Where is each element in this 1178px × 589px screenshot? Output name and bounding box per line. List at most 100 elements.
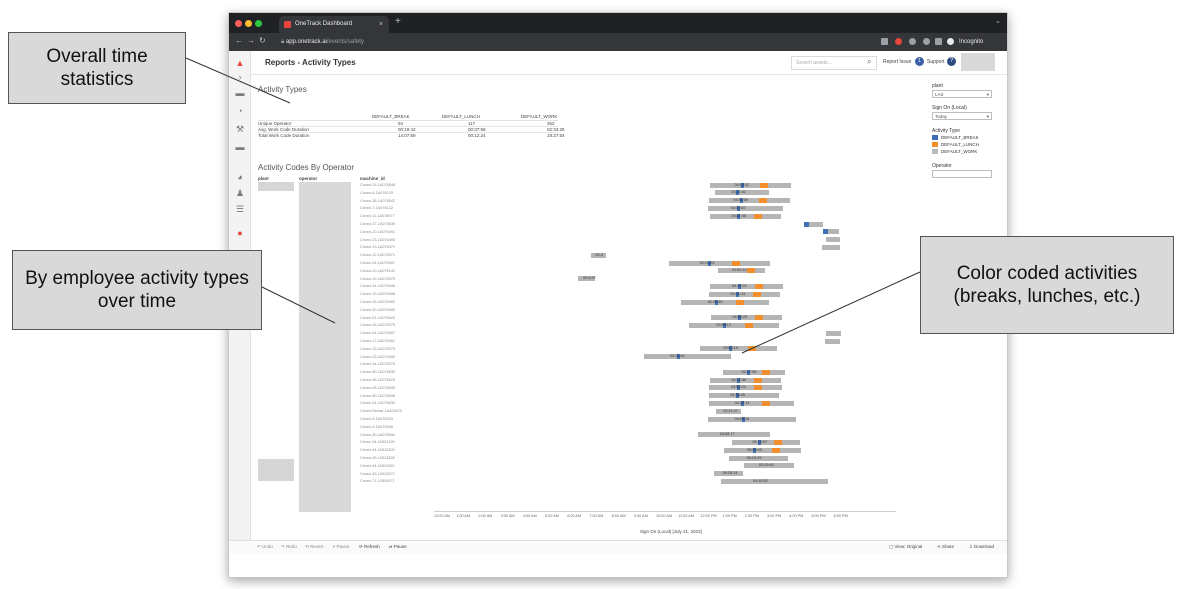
gantt-x-tick: 12:00 AM <box>434 514 451 518</box>
gantt-machine-label: Crown-19-1A076458 <box>360 292 396 297</box>
gantt-work-bar <box>708 393 780 399</box>
gantt-bar-label: 03:15:46 <box>669 354 685 359</box>
undo-button[interactable]: ↶ Undo <box>257 544 273 549</box>
gantt-machine-label: Crown-45-10513308 <box>360 456 395 460</box>
wrench-icon[interactable]: ⚒ <box>235 124 245 134</box>
incognito-icon[interactable] <box>947 38 954 45</box>
redo-button[interactable]: ↷ Redo <box>281 544 297 549</box>
tab-close-icon[interactable]: × <box>378 21 383 28</box>
gantt-x-tick: 6:00 PM <box>833 514 848 518</box>
url-path: /events/safety <box>326 39 364 45</box>
support-link[interactable]: Support <box>927 59 945 65</box>
gantt-work-bar <box>709 377 782 383</box>
help-icon[interactable]: ? <box>947 57 956 66</box>
gantt-break-segment <box>737 213 741 219</box>
chevron-down-icon: ▾ <box>986 92 989 97</box>
gantt-x-tick: 4:00 PM <box>789 514 804 518</box>
search-icon[interactable]: ⌕ <box>867 57 872 66</box>
plant-filter-label: plant <box>932 83 943 89</box>
close-window-dot[interactable] <box>235 20 242 27</box>
gantt-machine-label: Crown-37-1A076539 <box>360 222 396 226</box>
gantt-work-bar <box>823 229 840 235</box>
gantt-work-bar <box>700 346 778 352</box>
pause-updates-label: Pause <box>393 544 407 549</box>
gantt-machine-label: Crown-20-1A076459 <box>360 307 396 312</box>
gantt-machine-label: Crown-17-1A076461 <box>360 339 396 343</box>
plant-filter-select[interactable]: LAS ▾ <box>932 90 992 98</box>
back-arrow-icon[interactable]: ← <box>235 36 243 45</box>
reload-icon[interactable]: ↻ <box>259 36 266 45</box>
extension-icon[interactable] <box>923 38 930 45</box>
gantt-lunch-segment <box>760 182 769 188</box>
gantt-x-axis-title: Sign On (Local) [July 21, 2023] <box>640 529 702 534</box>
favicon-icon <box>284 21 291 28</box>
gantt-machine-label: Crown-25-1A076548 <box>360 183 396 187</box>
gantt-work-bar <box>689 322 780 328</box>
signon-filter-select[interactable]: Today ▾ <box>932 112 992 120</box>
gantt-break-segment <box>746 369 750 375</box>
lock-icon: 🔒︎ <box>281 39 286 45</box>
list-icon[interactable]: ☰ <box>235 204 245 214</box>
gantt-work-bar <box>804 221 823 227</box>
sidepanel-icon[interactable] <box>935 38 942 45</box>
summary-cell: 352 <box>547 121 555 126</box>
search-input[interactable]: Search assets... <box>791 56 877 70</box>
view-original-button[interactable]: ▢ View: Original <box>889 544 923 549</box>
extension-icon[interactable] <box>909 38 916 45</box>
onetrack-logo-icon[interactable]: ▲ <box>235 58 245 68</box>
gantt-bar-label: 04:52:59 <box>733 198 749 203</box>
gantt-machine-label: Crown-7-1A076132 <box>360 206 393 211</box>
extension-icon[interactable] <box>895 38 902 45</box>
operator-filter-input[interactable] <box>932 170 992 178</box>
gantt-machine-label: Crown-28-1A076545 <box>360 385 396 390</box>
share-button[interactable]: ⋖ Share <box>937 544 955 549</box>
gantt-x-tick: 1:00 PM <box>722 514 737 518</box>
gantt-break-segment <box>735 393 739 399</box>
summary-cell: 19:27:54 <box>547 133 565 138</box>
vehicle-icon[interactable]: ▬ <box>235 142 245 152</box>
chevron-down-icon: ▾ <box>986 114 989 119</box>
gantt-lunch-segment <box>753 291 762 297</box>
analytics-icon[interactable]: ◕ <box>237 172 243 182</box>
pause-updates-button[interactable]: ⏯ Pause <box>389 544 407 549</box>
alert-icon[interactable]: ● <box>237 228 243 238</box>
expand-nav-chevron-icon[interactable]: › <box>238 72 242 82</box>
user-menu[interactable] <box>961 53 995 71</box>
gantt-break-segment <box>714 299 718 305</box>
summary-cell: 94 <box>398 121 404 126</box>
summary-row-label: Total Work Code Duration <box>258 133 310 138</box>
new-tab-button[interactable]: + <box>395 16 401 27</box>
gantt-break-segment <box>676 354 680 360</box>
gantt-bar-label: 04:21:14 <box>730 291 746 296</box>
user-icon[interactable]: ♟ <box>235 188 245 198</box>
gantt-machine-label: Crown-44-10512400 <box>360 448 395 453</box>
revert-button[interactable]: ⟲ Revert <box>305 544 324 549</box>
callout-overall-time-statistics: Overall time statistics <box>8 32 186 104</box>
dashboard-toolbar: ↶ Undo ↷ Redo ⟲ Revert ⏸ Pause ⟳ Refresh… <box>229 540 1007 554</box>
gauge-icon[interactable]: ◔ <box>237 106 243 116</box>
gantt-machine-label: Crown-20-1A076491 <box>360 229 396 234</box>
maximize-window-dot[interactable] <box>255 20 262 27</box>
summary-row-label: Unique Operator <box>258 121 292 126</box>
summary-row-divider <box>258 120 558 121</box>
forward-arrow-icon[interactable]: → <box>247 36 255 45</box>
url-field[interactable]: 🔒︎ app.onetrack.ai/events/safety <box>281 36 364 48</box>
minimize-window-dot[interactable] <box>245 20 252 27</box>
browser-tab[interactable]: OneTrack Dashboard × <box>279 16 389 33</box>
summary-cell: 117 <box>468 121 476 126</box>
gantt-work-bar <box>643 354 731 360</box>
report-issue-link[interactable]: Report Issue <box>883 59 912 65</box>
tab-search-chevron-icon[interactable]: ⌄ <box>995 18 1001 25</box>
gantt-work-bar <box>708 198 791 204</box>
gantt-work-bar <box>590 252 606 258</box>
star-icon[interactable] <box>881 38 888 45</box>
refresh-button[interactable]: ⟳ Refresh <box>359 544 380 549</box>
gantt-x-tick: 6:00 AM <box>567 514 582 518</box>
pause-button[interactable]: ⏸ Pause <box>333 544 350 549</box>
gantt-bar-label: 04:10:49 <box>730 205 746 210</box>
forklift-icon[interactable]: ▬ <box>235 88 245 98</box>
gantt-bar-label: 04:29:14 <box>734 400 750 405</box>
gantt-work-bar <box>707 416 797 422</box>
download-button[interactable]: ⇩ Download <box>969 544 995 549</box>
